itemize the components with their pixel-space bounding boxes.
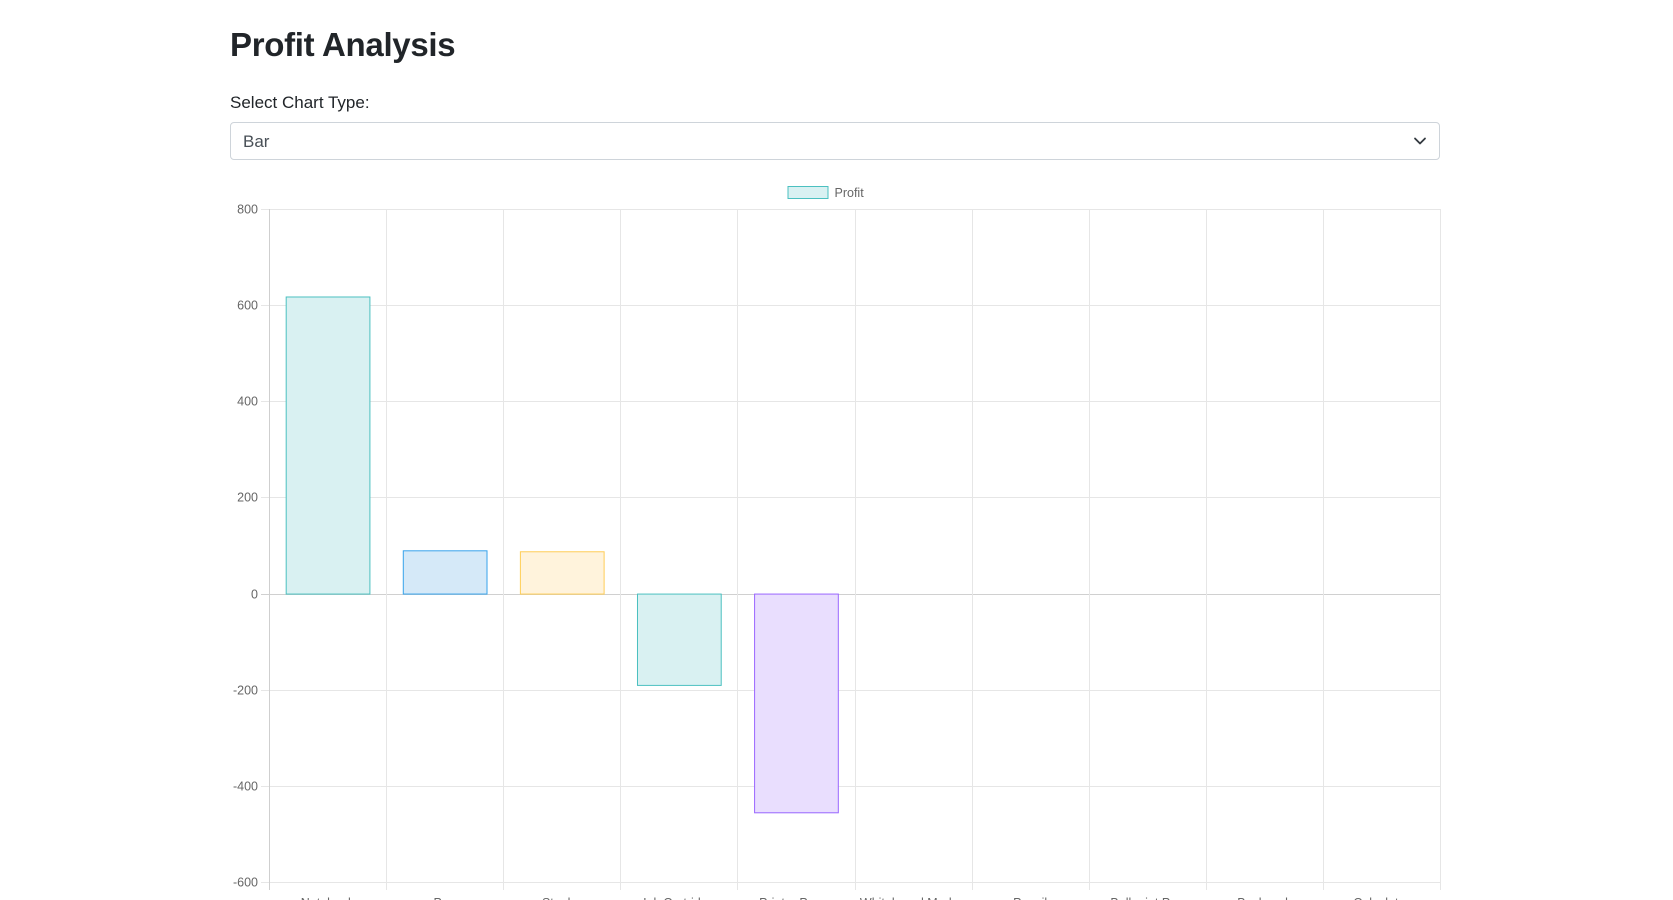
bar <box>636 593 722 686</box>
x-tick-label: Pen <box>434 896 456 900</box>
y-tick-label: 0 <box>251 588 258 602</box>
x-tick-label: Notebook <box>301 896 355 900</box>
bar <box>519 551 605 595</box>
bar <box>754 593 839 814</box>
page-title: Profit Analysis <box>230 26 456 63</box>
y-tick-label: -400 <box>233 780 258 794</box>
x-tick-label: Printer Paper <box>759 896 833 900</box>
y-tick-label: 800 <box>237 203 258 217</box>
legend-swatch <box>787 186 829 199</box>
x-tick-label: Pencil <box>1013 896 1047 900</box>
y-tick-label: 400 <box>237 395 258 409</box>
bar <box>402 550 488 595</box>
y-tick-label: -200 <box>233 684 258 698</box>
y-tick-label: 200 <box>237 491 258 505</box>
x-tick-label: Calculator <box>1353 896 1409 900</box>
x-tick-label: Ink Cartridge <box>643 896 715 900</box>
chart-type-select[interactable]: Bar <box>230 122 1440 160</box>
y-tick-label: -600 <box>233 876 258 890</box>
x-tick-label: Whiteboard Marker <box>860 896 966 900</box>
legend-label: Profit <box>835 186 865 200</box>
x-tick-label: Stapler <box>542 896 582 900</box>
chart-type-label: Select Chart Type: <box>230 93 370 112</box>
x-tick-label: Backpack <box>1237 896 1292 900</box>
y-tick-label: 600 <box>237 299 258 313</box>
chart-type-select-wrapper[interactable]: Bar <box>230 122 1440 160</box>
bar <box>285 296 371 595</box>
x-tick-label: Ballpoint Pen <box>1110 896 1184 900</box>
